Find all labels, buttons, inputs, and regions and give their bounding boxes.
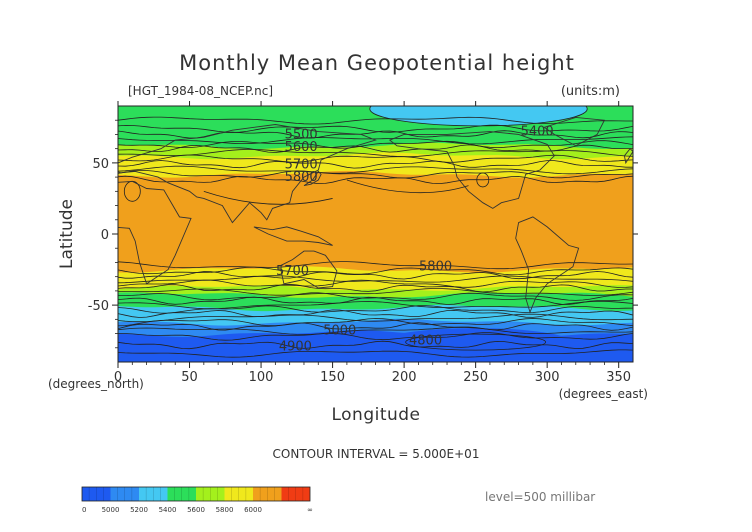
contour-line bbox=[118, 261, 633, 270]
y-tick-label: 50 bbox=[92, 157, 109, 172]
contour-line bbox=[118, 288, 633, 296]
legend-swatch bbox=[82, 487, 111, 501]
chart-title: Monthly Mean Geopotential height bbox=[179, 51, 575, 75]
file-label: [HGT_1984-08_NCEP.nc] bbox=[128, 84, 273, 98]
units-label: (units:m) bbox=[561, 84, 620, 99]
legend-swatch bbox=[139, 487, 168, 501]
contour-line bbox=[118, 116, 633, 125]
contour-line bbox=[118, 349, 633, 358]
contour-label: 5800 bbox=[419, 260, 452, 275]
contour-label: 5500 bbox=[285, 127, 318, 142]
x-tick-label: 200 bbox=[392, 370, 417, 385]
coastline-4 bbox=[388, 131, 555, 209]
y-axis-label: Latitude bbox=[57, 199, 77, 269]
contour-interval-label: CONTOUR INTERVAL = 5.000E+01 bbox=[273, 447, 480, 461]
y-unit-label: (degrees_north) bbox=[48, 377, 144, 391]
contour-line bbox=[118, 154, 633, 163]
legend-swatch bbox=[196, 487, 225, 501]
x-tick-label: 300 bbox=[535, 370, 560, 385]
color-legend: 0 5000 5200 5400 5600 5800 6000 ∞ bbox=[81, 486, 313, 514]
contour-line bbox=[118, 136, 633, 145]
contour-line bbox=[118, 313, 633, 323]
contour-label: 5700 bbox=[285, 157, 318, 172]
contour-label: 5000 bbox=[323, 324, 356, 339]
x-tick-label: 250 bbox=[463, 370, 488, 385]
contour-label: 4900 bbox=[279, 339, 312, 354]
legend-label: 0 bbox=[82, 506, 86, 514]
y-tick-label: 0 bbox=[101, 228, 109, 243]
contour-line bbox=[118, 301, 633, 310]
contour-label: 5800 bbox=[285, 170, 318, 185]
legend-swatch bbox=[281, 487, 310, 501]
legend-label: 5200 bbox=[130, 506, 148, 514]
contour-label: 5700 bbox=[276, 264, 309, 279]
contour-line bbox=[118, 340, 633, 350]
coastline-5 bbox=[543, 116, 606, 147]
contour-label: 5600 bbox=[285, 140, 318, 155]
contour-line bbox=[118, 322, 633, 331]
legend-label: 5800 bbox=[216, 506, 234, 514]
contour-line bbox=[118, 165, 633, 175]
coastline-1 bbox=[118, 124, 377, 224]
legend-label: 5400 bbox=[159, 506, 177, 514]
x-axis-ticks: 0 50 100 150 200 250 300 350 bbox=[114, 101, 631, 385]
contour-line bbox=[476, 172, 490, 188]
coastline-3 bbox=[515, 216, 580, 314]
north-low-region bbox=[369, 106, 588, 127]
contour-line bbox=[118, 318, 633, 327]
coastline-6 bbox=[253, 226, 333, 246]
x-tick-label: 50 bbox=[181, 370, 198, 385]
coastline-8 bbox=[623, 148, 633, 165]
legend-frame bbox=[81, 486, 311, 502]
x-tick-label: 150 bbox=[320, 370, 345, 385]
contour-line bbox=[346, 179, 469, 194]
legend-swatch bbox=[224, 487, 253, 501]
contour-line bbox=[118, 332, 633, 341]
y-tick-label: -50 bbox=[88, 299, 109, 314]
contour-line bbox=[405, 333, 547, 351]
contour-line bbox=[118, 175, 633, 185]
x-tick-label: 350 bbox=[606, 370, 631, 385]
legend-label: 5000 bbox=[102, 506, 120, 514]
contour-line bbox=[118, 149, 633, 157]
contour-lines bbox=[118, 116, 633, 358]
contour-line bbox=[118, 305, 633, 314]
contour-line bbox=[118, 170, 633, 179]
legend-swatch bbox=[167, 487, 196, 501]
y-axis-ticks: 50 0 -50 bbox=[88, 119, 638, 349]
contour-line bbox=[118, 124, 633, 133]
legend-label: 6000 bbox=[244, 506, 262, 514]
x-axis-label: Longitude bbox=[331, 405, 420, 425]
level-label: level=500 millibar bbox=[485, 490, 595, 504]
contour-line bbox=[118, 140, 633, 149]
contour-label: 5400 bbox=[521, 125, 554, 140]
x-tick-label: 100 bbox=[249, 370, 274, 385]
contour-line bbox=[203, 190, 333, 205]
contour-line bbox=[118, 160, 633, 169]
contour-line bbox=[118, 309, 633, 318]
contour-line bbox=[118, 326, 633, 335]
south-low-region bbox=[380, 328, 571, 357]
contour-line bbox=[118, 296, 633, 305]
contour-label: 4800 bbox=[409, 334, 442, 349]
heatmap-bands bbox=[118, 106, 633, 362]
contour-line bbox=[118, 279, 633, 288]
legend-swatch bbox=[110, 487, 139, 501]
contour-line bbox=[118, 271, 633, 280]
legend-label: ∞ bbox=[307, 506, 313, 514]
x-tick-label: 0 bbox=[114, 370, 122, 385]
coastline-7 bbox=[303, 170, 322, 187]
legend-swatch bbox=[253, 487, 282, 501]
coastline-2 bbox=[280, 250, 338, 289]
legend-label: 5600 bbox=[187, 506, 205, 514]
coastlines bbox=[118, 116, 633, 314]
x-unit-label: (degrees_east) bbox=[559, 387, 648, 401]
coastline-0 bbox=[118, 180, 192, 285]
